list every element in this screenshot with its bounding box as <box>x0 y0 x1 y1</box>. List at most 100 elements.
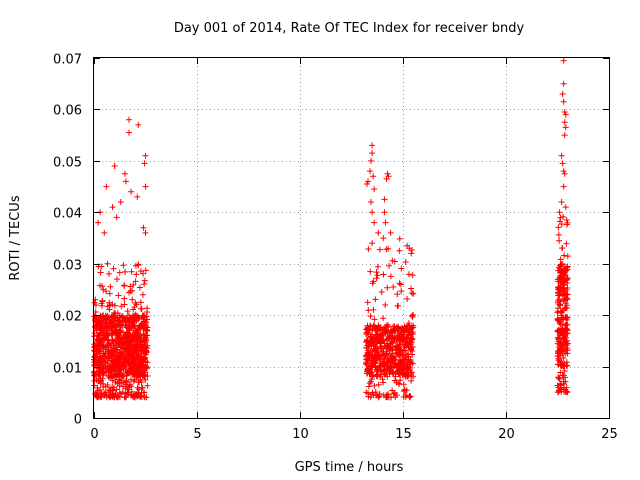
x-axis-label: GPS time / hours <box>295 460 404 475</box>
data-point <box>373 275 380 282</box>
data-point <box>137 393 144 400</box>
data-point <box>371 382 378 389</box>
data-point <box>370 371 377 378</box>
data-point <box>407 334 414 341</box>
data-point <box>141 160 148 167</box>
data-point <box>120 262 127 269</box>
data-point <box>557 359 564 366</box>
data-point <box>138 343 145 350</box>
data-point <box>99 380 106 387</box>
data-point <box>114 342 121 349</box>
data-point <box>97 269 104 276</box>
data-point <box>141 367 148 374</box>
data-point <box>390 357 397 364</box>
data-point <box>369 142 376 149</box>
data-point <box>380 315 387 322</box>
data-point <box>402 342 409 349</box>
data-point <box>557 214 564 221</box>
data-point <box>100 286 107 293</box>
data-point <box>406 394 413 401</box>
data-point <box>367 394 374 401</box>
data-point <box>131 331 138 338</box>
data-point <box>110 265 117 272</box>
axis-ticks: 0 5 10 15 20 25 0 0.01 0.02 0.03 0.04 0.05 0.06 0.07 <box>53 53 618 443</box>
data-point <box>142 229 149 236</box>
data-point <box>383 370 390 377</box>
data-point <box>556 237 563 244</box>
data-point <box>131 322 138 329</box>
data-point <box>136 284 143 291</box>
data-point <box>556 288 563 295</box>
data-point <box>560 183 567 190</box>
y-tick-label: 0 <box>74 413 82 428</box>
data-point <box>91 333 98 340</box>
data-point <box>556 296 563 303</box>
data-point <box>367 168 374 175</box>
data-point <box>557 308 564 315</box>
data-point <box>564 253 571 260</box>
data-point <box>133 346 140 353</box>
data-point <box>109 348 116 355</box>
data-point <box>144 305 151 312</box>
data-point <box>375 229 382 236</box>
data-point <box>123 324 130 331</box>
y-tick-label: 0.07 <box>53 53 82 68</box>
x-tick-label: 25 <box>601 427 618 442</box>
data-point <box>561 288 568 295</box>
data-point <box>409 290 416 297</box>
data-point <box>403 365 410 372</box>
data-point <box>364 367 371 374</box>
data-point <box>380 271 387 278</box>
data-point <box>367 268 374 275</box>
data-point <box>128 188 135 195</box>
data-point <box>374 338 381 345</box>
data-point <box>123 336 130 343</box>
data-point <box>555 231 562 238</box>
data-point <box>376 390 383 397</box>
data-point <box>142 337 149 344</box>
data-point <box>142 183 149 190</box>
data-point <box>140 224 147 231</box>
data-point <box>559 245 566 252</box>
data-point <box>394 325 401 332</box>
data-point <box>116 317 123 324</box>
data-point <box>138 389 145 396</box>
data-point <box>116 339 123 346</box>
data-point <box>127 283 134 290</box>
data-point <box>372 296 379 303</box>
data-point <box>370 355 377 362</box>
data-point <box>109 301 116 308</box>
data-point <box>555 335 562 342</box>
data-point <box>396 280 403 287</box>
data-point <box>366 327 373 334</box>
data-point <box>373 366 380 373</box>
data-point <box>558 309 565 316</box>
data-point <box>109 321 116 328</box>
data-point <box>380 350 387 357</box>
y-tick-label: 0.03 <box>53 259 82 274</box>
data-point <box>111 344 118 351</box>
data-point <box>562 388 569 395</box>
data-point <box>106 386 113 393</box>
data-point <box>405 271 412 278</box>
data-point <box>564 321 571 328</box>
data-point <box>378 288 385 295</box>
data-point <box>391 377 398 384</box>
data-point <box>130 306 137 313</box>
data-point <box>118 303 125 310</box>
data-point <box>139 322 146 329</box>
data-point <box>386 348 393 355</box>
y-axis-label: ROTI / TECUs <box>8 195 23 280</box>
data-point <box>376 246 383 253</box>
data-point <box>143 348 150 355</box>
data-point <box>383 359 390 366</box>
data-point <box>141 277 148 284</box>
data-point <box>556 376 563 383</box>
data-point <box>96 332 103 339</box>
data-point <box>369 150 376 157</box>
data-point <box>409 312 416 319</box>
data-point <box>137 376 144 383</box>
data-point <box>369 240 376 247</box>
data-point <box>409 343 416 350</box>
x-tick-label: 0 <box>90 427 98 442</box>
